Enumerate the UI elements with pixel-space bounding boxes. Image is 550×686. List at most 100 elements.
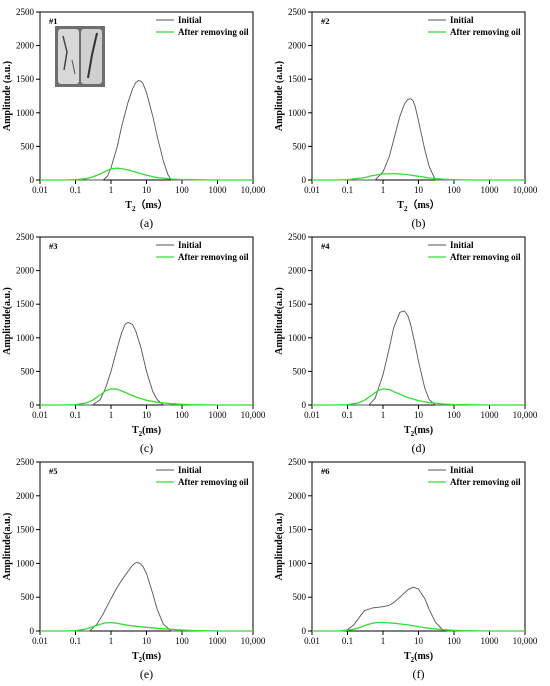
y-tick-label: 0 <box>30 400 35 410</box>
sample-number: #4 <box>321 241 330 251</box>
x-tick-label: 10,000 <box>513 185 538 195</box>
x-tick-label: 10,000 <box>241 636 266 646</box>
x-tick-label: 0.1 <box>70 636 81 646</box>
panel-label: (d) <box>412 441 426 455</box>
plot-frame <box>39 236 254 406</box>
legend-label-initial: Initial <box>178 465 202 475</box>
x-tick-label: 0.01 <box>32 410 48 420</box>
x-axis-label-main: T <box>132 425 139 436</box>
series-line-after-removing-oil <box>312 388 525 406</box>
x-tick-label: 1000 <box>209 636 228 646</box>
x-tick-label: 10 <box>414 185 424 195</box>
x-tick-label: 0.1 <box>342 410 353 420</box>
chart-panel: 0.01 0.1 1 10 100 1000 10,000 0 500 1000 1500 2000 2… <box>274 7 538 230</box>
y-tick-label: 2500 <box>288 457 307 467</box>
x-tick-label: 10,000 <box>513 410 538 420</box>
y-axis-label: Amplitude (a.u.) <box>2 61 13 131</box>
x-axis-label-unit: （ms） <box>407 198 439 211</box>
panel-label: (a) <box>140 216 153 230</box>
plot-frame <box>311 11 526 181</box>
y-tick-label: 500 <box>293 366 307 376</box>
legend-label-after: After removing oil <box>450 252 521 262</box>
x-tick-label: 1 <box>109 410 114 420</box>
series-line-initial <box>40 321 253 406</box>
y-tick-label: 500 <box>21 592 35 602</box>
x-tick-label: 100 <box>447 410 461 420</box>
y-tick-label: 1000 <box>16 108 35 118</box>
y-tick-label: 2000 <box>16 266 35 276</box>
x-tick-label: 10,000 <box>241 410 266 420</box>
x-tick-label: 10 <box>414 410 424 420</box>
series-line-after-removing-oil <box>312 621 525 632</box>
series-line-after-removing-oil <box>40 621 253 632</box>
panel-label: (b) <box>412 216 426 230</box>
legend-label-initial: Initial <box>178 240 202 250</box>
x-axis-label-main: T <box>132 651 139 662</box>
x-tick-label: 0.01 <box>32 636 48 646</box>
legend-label-initial: Initial <box>450 465 474 475</box>
x-axis-label: T2(ms) <box>404 425 433 438</box>
y-tick-label: 0 <box>30 175 35 185</box>
x-axis-label-main: T <box>404 651 411 662</box>
x-tick-label: 0.1 <box>70 410 81 420</box>
x-axis-label-sub: 2 <box>411 430 415 438</box>
x-axis-label-sub: 2 <box>139 656 143 664</box>
x-axis-label-sub: 2 <box>404 205 408 213</box>
y-tick-label: 1500 <box>16 299 35 309</box>
x-tick-label: 1 <box>109 185 114 195</box>
y-tick-label: 2000 <box>288 266 307 276</box>
plot-frame <box>311 236 526 406</box>
x-axis-label-unit: (ms) <box>142 651 161 662</box>
x-axis-label-sub: 2 <box>411 656 415 664</box>
x-tick-label: 10,000 <box>513 636 538 646</box>
x-tick-label: 10 <box>142 410 152 420</box>
x-axis-label-main: T <box>397 200 404 211</box>
core-crack-left <box>62 35 68 71</box>
x-tick-label: 100 <box>175 185 189 195</box>
x-tick-label: 1000 <box>481 636 500 646</box>
panel-label: (e) <box>140 667 153 681</box>
x-axis-label-unit: (ms) <box>414 425 433 436</box>
legend-label-initial: Initial <box>450 240 474 250</box>
x-tick-label: 1 <box>109 636 114 646</box>
sample-number: #1 <box>49 16 58 26</box>
series-line-initial <box>40 80 253 181</box>
y-tick-label: 0 <box>30 626 35 636</box>
plot-frame <box>311 461 526 632</box>
x-axis-label: T2（ms） <box>397 198 439 213</box>
x-tick-label: 0.01 <box>304 636 320 646</box>
sample-number: #2 <box>321 16 330 26</box>
x-axis-label-unit: （ms） <box>135 198 167 211</box>
y-tick-label: 0 <box>302 175 307 185</box>
y-tick-label: 500 <box>293 141 307 151</box>
x-tick-label: 1000 <box>481 410 500 420</box>
y-tick-label: 1500 <box>288 525 307 535</box>
series-line-after-removing-oil <box>312 172 525 181</box>
x-axis-label-main: T <box>125 200 132 211</box>
x-tick-label: 10 <box>414 636 424 646</box>
sample-number: #5 <box>49 466 58 476</box>
series-line-initial <box>312 310 525 406</box>
y-tick-label: 1000 <box>288 333 307 343</box>
plot-frame <box>39 461 254 632</box>
sample-number: #6 <box>321 466 330 476</box>
x-tick-label: 0.1 <box>70 185 81 195</box>
x-tick-label: 1 <box>381 185 386 195</box>
x-tick-label: 1 <box>381 410 386 420</box>
x-tick-label: 100 <box>175 636 189 646</box>
chart-panel: 0.01 0.1 1 10 100 1000 10,000 0 500 1000 1500 2000 2… <box>2 7 266 230</box>
x-axis-label-sub: 2 <box>139 430 143 438</box>
legend-label-after: After removing oil <box>178 27 249 37</box>
core-sample-left <box>58 29 79 84</box>
core-crack-right <box>87 32 98 79</box>
y-tick-label: 500 <box>21 141 35 151</box>
x-tick-label: 10,000 <box>241 185 266 195</box>
y-axis-label: Amplitude(a.u.) <box>274 513 285 581</box>
x-axis-label-main: T <box>404 425 411 436</box>
x-axis-label: T2(ms) <box>404 651 433 664</box>
y-tick-label: 1500 <box>16 525 35 535</box>
x-axis-label-unit: (ms) <box>414 651 433 662</box>
y-tick-label: 2000 <box>288 491 307 501</box>
series-line-after-removing-oil <box>40 388 253 406</box>
